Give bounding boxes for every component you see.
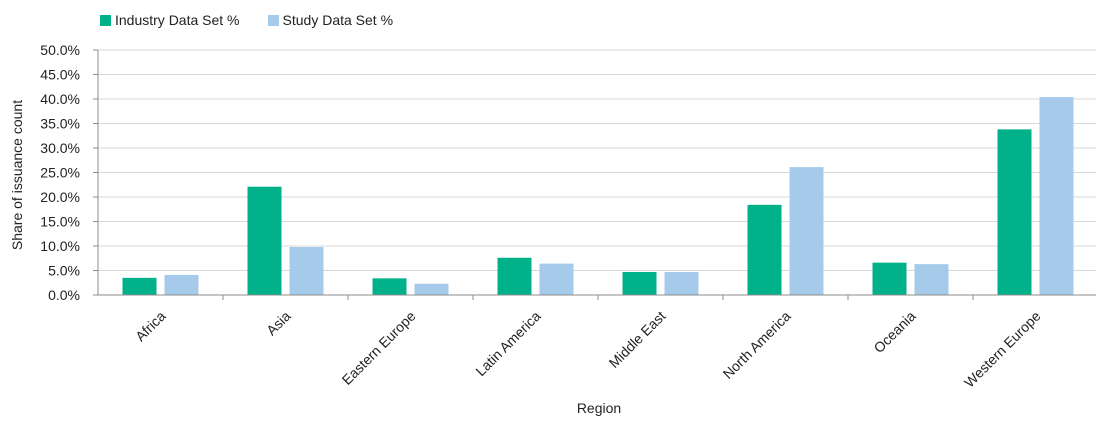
bar-industry xyxy=(622,271,657,295)
bar-industry xyxy=(747,204,782,295)
axes: 0.0% 5.0% 10.0% 15.0% 20.0% 25.0% 30.0% 35.0% 40… xyxy=(40,42,1096,390)
bar-industry xyxy=(872,262,907,295)
legend: Industry Data Set % Study Data Set % xyxy=(100,12,393,28)
x-tick-label: Africa xyxy=(132,308,169,345)
bar-industry xyxy=(372,278,407,295)
legend-item-study: Study Data Set % xyxy=(267,12,394,28)
x-axis-label: Region xyxy=(577,400,621,416)
y-tick-label: 0.0% xyxy=(48,287,80,303)
bar-study xyxy=(664,271,699,295)
x-tick-label: Middle East xyxy=(606,308,669,371)
y-tick-label: 20.0% xyxy=(40,189,80,205)
bars xyxy=(122,97,1074,295)
y-tick-label: 45.0% xyxy=(40,67,80,83)
bar-study xyxy=(789,167,824,295)
bar-study xyxy=(289,246,324,295)
legend-swatch-study xyxy=(267,14,279,26)
y-tick-label: 15.0% xyxy=(40,214,80,230)
bar-study xyxy=(164,274,199,295)
bar-industry xyxy=(247,186,282,295)
x-tick-label: Western Europe xyxy=(961,308,1044,391)
bar-industry xyxy=(997,129,1032,295)
legend-label-industry: Industry Data Set % xyxy=(115,12,240,28)
x-tick-label: Eastern Europe xyxy=(339,308,419,388)
bar-industry xyxy=(122,277,157,295)
legend-swatch-industry xyxy=(100,14,111,26)
bar-study xyxy=(539,263,574,295)
y-tick-label: 10.0% xyxy=(40,238,80,254)
y-tick-label: 5.0% xyxy=(48,263,80,279)
x-tick-label: Oceania xyxy=(870,308,918,356)
x-tick-label: Asia xyxy=(263,308,294,339)
legend-label-study: Study Data Set % xyxy=(282,12,394,28)
y-tick-label: 25.0% xyxy=(40,165,80,181)
bar-industry xyxy=(497,257,532,295)
y-tick-label: 35.0% xyxy=(40,116,80,132)
y-tick-label: 50.0% xyxy=(40,42,80,58)
y-tick-label: 30.0% xyxy=(40,140,80,156)
legend-item-industry: Industry Data Set % xyxy=(100,12,240,28)
y-axis-label: Share of issuance count xyxy=(9,100,25,250)
x-tick-label: North America xyxy=(720,308,794,382)
bar-study xyxy=(414,283,449,295)
bar-study xyxy=(914,264,949,295)
y-tick-label: 40.0% xyxy=(40,91,80,107)
x-tick-label: Latin America xyxy=(472,308,543,379)
bar-study xyxy=(1039,97,1074,295)
